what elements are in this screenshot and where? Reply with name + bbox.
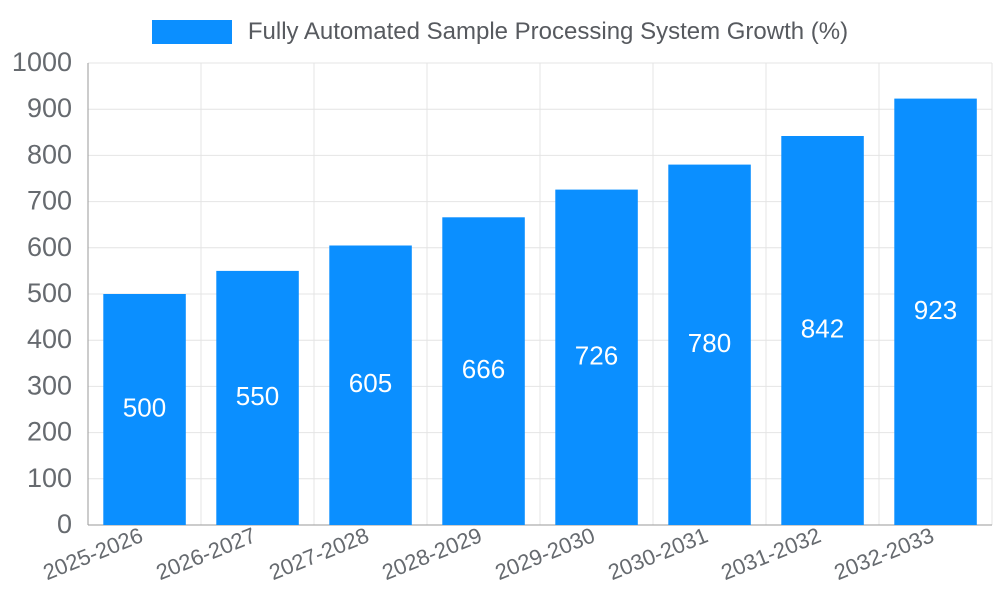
svg-text:300: 300 (27, 370, 72, 400)
svg-text:666: 666 (462, 354, 505, 384)
svg-text:605: 605 (349, 368, 392, 398)
svg-text:550: 550 (236, 381, 279, 411)
svg-text:100: 100 (27, 463, 72, 493)
svg-text:842: 842 (801, 314, 844, 344)
svg-text:726: 726 (575, 340, 618, 370)
svg-text:2026-2027: 2026-2027 (152, 522, 259, 585)
svg-text:2032-2033: 2032-2033 (830, 522, 937, 585)
svg-text:1000: 1000 (12, 47, 72, 77)
svg-text:2025-2026: 2025-2026 (39, 522, 146, 585)
svg-text:0: 0 (57, 509, 72, 539)
svg-text:780: 780 (688, 328, 731, 358)
svg-text:600: 600 (27, 232, 72, 262)
svg-text:200: 200 (27, 417, 72, 447)
svg-text:2029-2030: 2029-2030 (491, 522, 598, 585)
svg-text:500: 500 (27, 278, 72, 308)
svg-text:2027-2028: 2027-2028 (265, 522, 372, 585)
svg-text:2028-2029: 2028-2029 (378, 522, 485, 585)
svg-text:700: 700 (27, 186, 72, 216)
svg-text:900: 900 (27, 93, 72, 123)
svg-text:800: 800 (27, 139, 72, 169)
svg-text:2030-2031: 2030-2031 (604, 522, 711, 585)
svg-text:2031-2032: 2031-2032 (717, 522, 824, 585)
svg-text:923: 923 (914, 295, 957, 325)
svg-text:400: 400 (27, 324, 72, 354)
svg-text:500: 500 (123, 393, 166, 423)
